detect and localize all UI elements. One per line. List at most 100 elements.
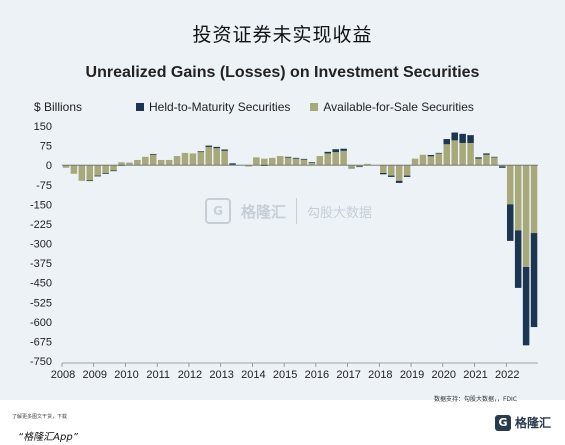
bar-htm: [499, 166, 506, 168]
bar-htm: [213, 146, 220, 149]
y-tick-label: 75: [40, 141, 52, 153]
bar-htm: [221, 149, 228, 151]
chart-legend: Held-to-Maturity Securities Available-fo…: [136, 100, 474, 114]
bar-afs: [395, 165, 403, 181]
bar-afs: [483, 154, 490, 166]
watermark-divider: [296, 198, 298, 224]
bar-htm: [149, 153, 157, 155]
bar-htm: [435, 152, 443, 154]
bar-afs: [62, 165, 70, 168]
bar-afs: [411, 158, 419, 166]
bar-htm: [514, 230, 522, 288]
bar-htm: [530, 233, 538, 328]
bar-htm: [332, 149, 339, 153]
watermark-text-2: 勾股大数据: [307, 205, 373, 221]
bar-afs: [308, 162, 316, 166]
y-tick-label: -600: [30, 317, 52, 329]
bar-afs: [70, 165, 78, 174]
bar-htm: [403, 175, 411, 177]
y-tick-label: -300: [30, 239, 52, 251]
legend-item-htm: Held-to-Maturity Securities: [136, 100, 290, 114]
y-tick-label: 0: [46, 160, 52, 172]
bar-afs: [403, 165, 411, 176]
bar-afs: [459, 142, 466, 166]
bar-htm: [467, 135, 474, 143]
y-tick-label: -675: [30, 336, 52, 348]
bar-afs: [324, 153, 332, 166]
download-note: 了解更多图文干货，下载: [12, 414, 68, 420]
bar-htm: [522, 267, 530, 346]
bar-afs: [149, 154, 157, 166]
bar-afs: [245, 165, 252, 167]
x-tick-label: 2016: [305, 369, 329, 381]
bar-htm: [459, 133, 466, 143]
bar-afs: [364, 163, 371, 166]
bar-afs: [475, 158, 482, 166]
bar-afs: [284, 157, 292, 166]
bar-htm: [292, 157, 300, 159]
bar-htm: [324, 151, 332, 154]
x-tick-label: 2021: [463, 369, 487, 381]
bar-htm: [427, 154, 435, 157]
bar-afs: [86, 165, 94, 181]
bar-afs: [340, 150, 347, 166]
bar-afs: [253, 157, 260, 166]
chart-title: Unrealized Gains (Losses) on Investment …: [85, 64, 480, 81]
app-name: “格隆汇App”: [18, 432, 78, 443]
chart-panel: [0, 0, 565, 400]
brand: G 格隆汇: [494, 414, 551, 431]
bar-afs: [102, 165, 109, 173]
bar-afs: [292, 158, 300, 166]
x-tick-label: 2014: [241, 369, 265, 381]
bar-afs: [491, 157, 498, 166]
x-tick-label: 2015: [273, 369, 297, 381]
y-tick-label: -75: [36, 180, 52, 192]
bar-afs: [134, 159, 141, 166]
brand-name: 格隆汇: [514, 416, 551, 430]
bar-htm: [300, 158, 308, 160]
bar-afs: [419, 154, 427, 166]
x-tick-label: 2018: [368, 369, 392, 381]
bar-afs: [427, 156, 435, 166]
bar-afs: [165, 159, 173, 166]
bar-afs: [467, 142, 474, 166]
watermark: G 格隆汇 勾股大数据: [205, 198, 372, 224]
x-tick-label: 2012: [178, 369, 202, 381]
brand-logo-icon: G: [494, 414, 511, 431]
bar-afs: [181, 152, 189, 166]
legend-item-afs: Available-for-Sale Securities: [310, 100, 474, 114]
bar-htm: [197, 151, 205, 153]
bar-htm: [387, 175, 395, 177]
bar-htm: [356, 166, 363, 168]
bar-htm: [491, 156, 498, 158]
watermark-logo-icon: G: [205, 198, 231, 224]
legend-label-afs: Available-for-Sale Securities: [323, 100, 474, 114]
y-tick-label: 150: [34, 121, 52, 133]
bar-htm: [483, 153, 490, 155]
bar-afs: [332, 152, 339, 166]
x-tick-label: 2013: [209, 369, 233, 381]
bar-htm: [94, 175, 101, 177]
watermark-text: 格隆汇: [241, 202, 287, 221]
page-title: 投资证券未实现收益: [192, 24, 373, 46]
bar-afs: [157, 159, 165, 166]
bar-afs: [499, 165, 506, 167]
bar-htm: [205, 145, 213, 147]
source-note: 数据支持：勾股大数据，，FDIC: [433, 396, 517, 403]
bar-afs: [94, 165, 101, 176]
bar-afs: [126, 162, 133, 166]
bar-afs: [173, 156, 181, 166]
bar-afs: [268, 157, 276, 166]
y-tick-label: -225: [30, 219, 52, 231]
bar-htm: [380, 173, 387, 175]
bar-afs: [514, 165, 522, 231]
bar-afs: [348, 165, 355, 168]
bar-afs: [522, 165, 530, 267]
bar-afs: [189, 153, 197, 166]
x-tick-label: 2011: [146, 369, 170, 381]
bar-afs: [205, 146, 213, 166]
bar-afs: [530, 165, 538, 234]
bar-htm: [110, 170, 117, 172]
y-unit-label: $ Billions: [34, 100, 83, 114]
y-tick-label: -525: [30, 297, 52, 309]
